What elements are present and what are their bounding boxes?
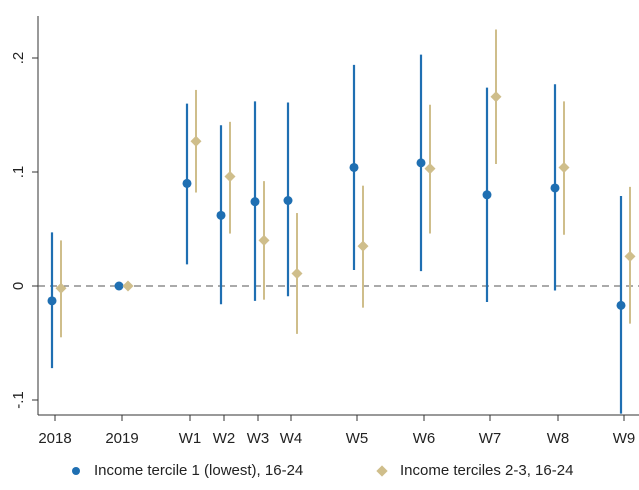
legend-item-tercile-1: Income tercile 1 (lowest), 16-24 xyxy=(72,462,303,479)
point-terciles-2-3 xyxy=(224,171,236,183)
x-tick-label: W8 xyxy=(547,430,570,447)
chart-marks xyxy=(47,29,636,414)
point-tercile-1 xyxy=(283,196,293,205)
x-tick-label: W9 xyxy=(613,430,636,447)
y-tick-label: .1 xyxy=(10,166,27,179)
point-terciles-2-3 xyxy=(291,267,303,279)
point-terciles-2-3 xyxy=(424,163,436,175)
x-tick-label: W4 xyxy=(280,430,303,447)
x-tick-label: W3 xyxy=(247,430,270,447)
y-tick-label: 0 xyxy=(10,282,27,290)
point-terciles-2-3 xyxy=(624,250,636,262)
point-tercile-1 xyxy=(550,183,560,193)
point-tercile-1 xyxy=(114,281,124,291)
chart-legend: Income tercile 1 (lowest), 16-24 Income … xyxy=(0,462,639,488)
x-tick-label: W1 xyxy=(179,430,202,447)
legend-item-terciles-2-3: Income terciles 2-3, 16-24 xyxy=(376,462,574,479)
y-tick-label: -.1 xyxy=(10,391,27,409)
x-tick-label: W7 xyxy=(479,430,502,447)
point-tercile-1 xyxy=(250,197,260,207)
point-terciles-2-3 xyxy=(55,282,67,294)
point-terciles-2-3 xyxy=(190,135,202,147)
x-tick-label: W6 xyxy=(413,430,436,447)
y-tick-label: .2 xyxy=(10,52,27,65)
point-terciles-2-3 xyxy=(357,240,369,252)
legend-diamond-marker xyxy=(376,464,388,477)
legend-label-tercile-1: Income tercile 1 (lowest), 16-24 xyxy=(94,462,304,479)
chart-axes: .2 .1 0 -.1 2018 2019 W1 W2 W3 W4 W5 W6 W7 W8 W9 xyxy=(10,16,639,447)
legend-label-terciles-2-3: Income terciles 2-3, 16-24 xyxy=(400,462,574,479)
point-tercile-1 xyxy=(416,158,426,168)
point-tercile-1 xyxy=(349,162,359,172)
chart-plot: .2 .1 0 -.1 2018 2019 W1 W2 W3 W4 W5 W6 W7 W8 W9 xyxy=(10,16,639,447)
point-terciles-2-3 xyxy=(490,91,502,103)
legend-circle-marker xyxy=(72,466,80,475)
x-tick-label: W2 xyxy=(213,430,236,447)
point-terciles-2-3 xyxy=(258,234,270,246)
x-tick-label: W5 xyxy=(346,430,369,447)
point-terciles-2-3 xyxy=(122,280,134,292)
point-tercile-1 xyxy=(616,300,626,310)
x-tick-label: 2018 xyxy=(38,430,71,447)
point-tercile-1 xyxy=(182,178,192,188)
point-tercile-1 xyxy=(47,296,57,306)
point-tercile-1 xyxy=(482,190,492,200)
point-tercile-1 xyxy=(216,210,226,220)
x-tick-label: 2019 xyxy=(105,430,138,447)
point-terciles-2-3 xyxy=(558,161,570,173)
